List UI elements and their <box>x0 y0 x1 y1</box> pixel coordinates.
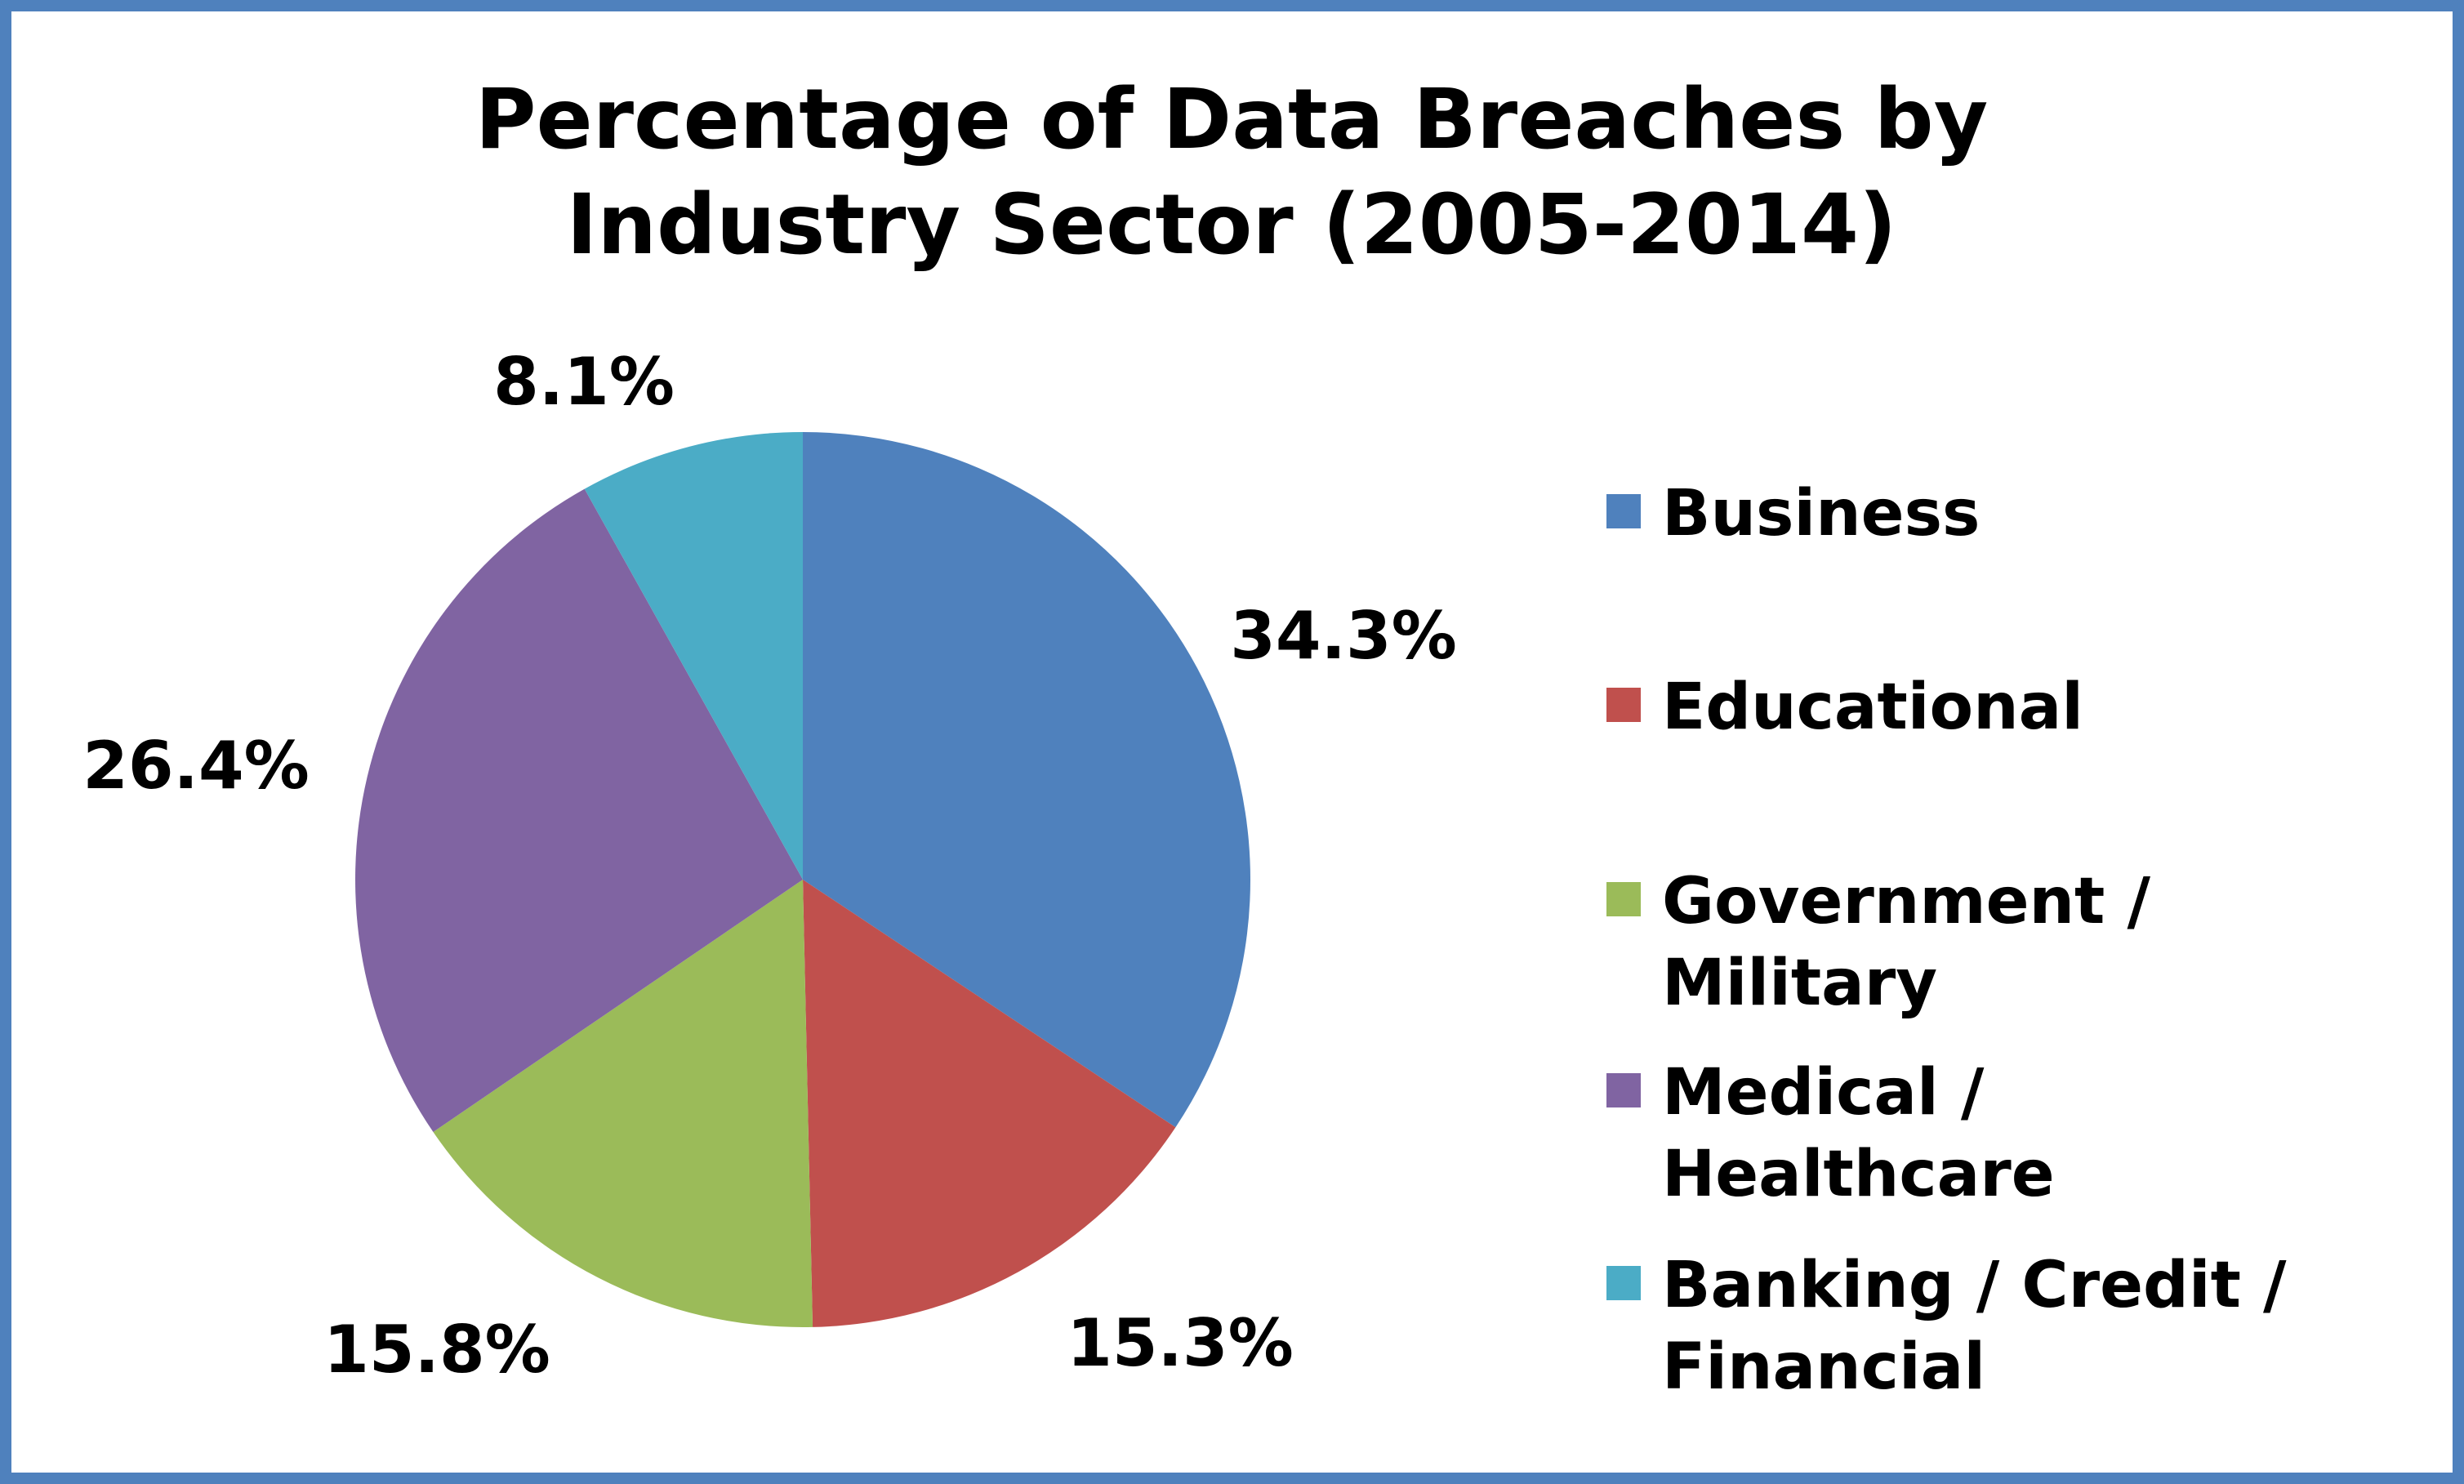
legend-label-2-line-1: Educational <box>1662 671 2083 744</box>
pie-slice-banking-credit-financial <box>584 432 803 880</box>
legend-label-1-line-1: Business <box>1662 477 1980 550</box>
chart-title-line-1: Percentage of Data Breaches by <box>475 71 1988 168</box>
legend-item-2: Educational <box>1606 671 2083 744</box>
legend-item-1: Business <box>1606 477 1980 550</box>
legend-label-3-line-1: Government / <box>1662 865 2150 938</box>
legend-swatch-1 <box>1606 494 1641 528</box>
data-label-5: 8.1% <box>493 344 675 420</box>
legend-item-3: Government / Military <box>1606 865 2150 1020</box>
legend-label-4-line-1: Medical / <box>1662 1056 1985 1130</box>
legend-swatch-3 <box>1606 882 1641 916</box>
legend-label-4-line-2: Healthcare <box>1662 1138 2055 1211</box>
pie-slice-educational <box>803 880 1176 1327</box>
legend: Business Educational Government / Military M… <box>1606 477 2287 1404</box>
data-label-2: 15.3% <box>1067 1305 1294 1381</box>
chart-title: Percentage of Data Breaches by Industry … <box>475 71 1988 274</box>
legend-item-4: Medical / Healthcare <box>1606 1056 2055 1211</box>
pie-slice-medical-healthcare <box>355 488 803 1132</box>
legend-label-5-line-2: Financial <box>1662 1330 1985 1404</box>
pie-slice-business <box>803 432 1251 1128</box>
pie-slice-government-military <box>433 880 813 1328</box>
legend-label-5-line-1: Banking / Credit / <box>1662 1249 2287 1322</box>
chart-title-line-2: Industry Sector (2005-2014) <box>566 176 1896 274</box>
data-label-1: 34.3% <box>1230 598 1457 674</box>
data-labels: 34.3% 15.3% 15.8% 26.4% 8.1% <box>82 344 1457 1388</box>
data-label-3: 15.8% <box>323 1312 550 1388</box>
legend-item-5: Banking / Credit / Financial <box>1606 1249 2287 1404</box>
legend-swatch-2 <box>1606 688 1641 722</box>
pie-slices <box>355 432 1251 1328</box>
data-label-4: 26.4% <box>82 728 310 804</box>
legend-swatch-5 <box>1606 1266 1641 1300</box>
legend-swatch-4 <box>1606 1073 1641 1107</box>
legend-label-3-line-2: Military <box>1662 947 1937 1020</box>
